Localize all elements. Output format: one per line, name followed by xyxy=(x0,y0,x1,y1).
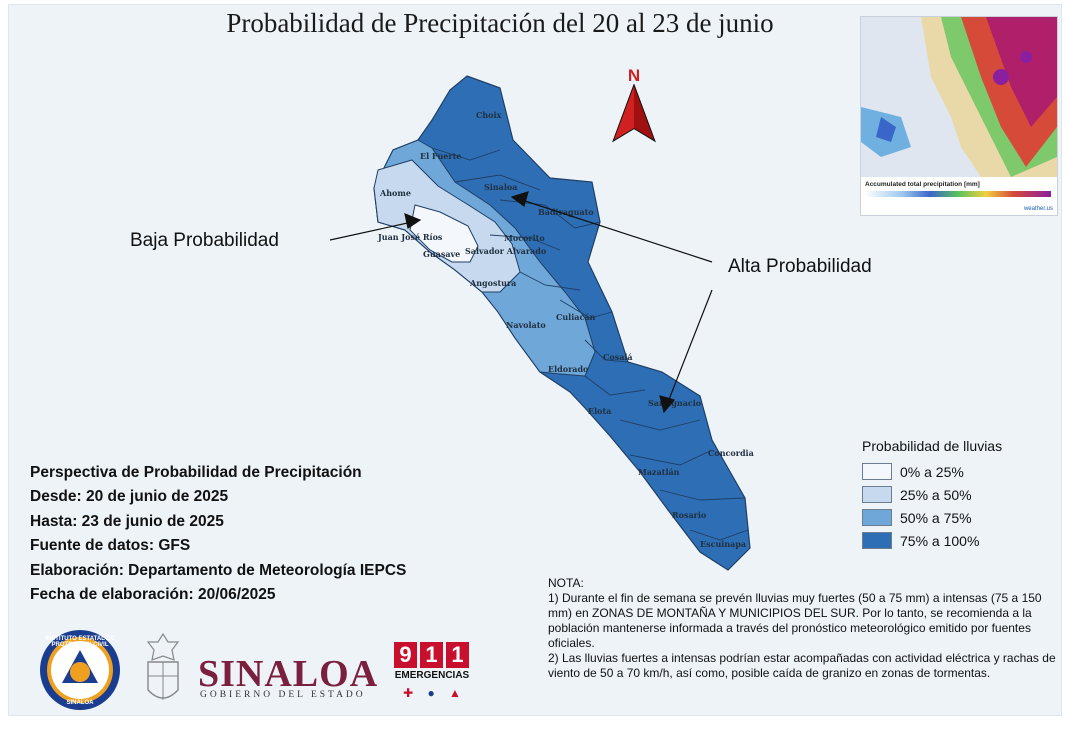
map-label-angostura: Angostura xyxy=(469,278,516,288)
proteccion-civil-logo xyxy=(40,630,120,710)
map-label-cosala: Cosalá xyxy=(603,352,633,362)
pc-logo-bottom-text: SINALOA xyxy=(66,700,94,706)
legend-item: 0% a 25% xyxy=(862,460,1052,483)
info-end-date: Hasta: 23 de junio de 2025 xyxy=(30,512,224,530)
map-label-navolato: Navolato xyxy=(506,320,546,330)
sinaloa-wordmark: SINALOA xyxy=(198,653,379,695)
nota-paragraph-1: 1) Durante el fin de semana se prevén ll… xyxy=(548,591,1042,650)
map-label-choix: Choix xyxy=(476,110,502,120)
nota-heading: NOTA: xyxy=(548,576,584,590)
map-label-elota: Elota xyxy=(588,406,611,416)
map-label-sinaloa: Sinaloa xyxy=(484,182,517,192)
legend-swatch-50-75 xyxy=(862,509,892,526)
north-label: N xyxy=(627,66,641,85)
legend-swatch-0-25 xyxy=(862,463,892,480)
legend: Probabilidad de lluvias 0% a 25% 25% a 5… xyxy=(862,438,1052,552)
map-label-ahome: Ahome xyxy=(379,188,411,198)
forecast-info: Perspectiva de Probabilidad de Precipita… xyxy=(30,461,406,607)
info-start-date: Desde: 20 de junio de 2025 xyxy=(30,488,229,506)
map-title: Probabilidad de Precipitación del 20 al … xyxy=(226,8,774,38)
legend-swatch-25-50 xyxy=(862,486,892,503)
inset-brand: weather.us xyxy=(1023,206,1053,212)
zone-0-25 xyxy=(409,204,479,263)
map-label-badiraguato: Badiraguato xyxy=(538,207,594,217)
precipitation-model-image xyxy=(861,17,1057,177)
inset-caption: Accumulated total precipitation [mm] xyxy=(865,181,980,188)
legend-item: 50% a 75% xyxy=(862,506,1052,529)
map-label-san-ignacio: San Ignacio xyxy=(648,398,702,408)
map-label-culiacan: Culiacán xyxy=(556,312,596,322)
nota-box: NOTA: 1) Durante el fin de semana se pre… xyxy=(548,576,1058,681)
map-label-mazatlan: Mazatlán xyxy=(638,467,680,477)
gobierno-del-estado: GOBIERNO DEL ESTADO xyxy=(200,690,366,700)
map-label-salvador-alvarado: Salvador Alvarado xyxy=(465,246,547,256)
precipitation-model-inset: Accumulated total precipitation [mm] wea… xyxy=(860,16,1058,216)
map-label-escuinapa: Escuinapa xyxy=(700,539,746,549)
legend-item: 75% a 100% xyxy=(862,529,1052,552)
map-label-concordia: Concordia xyxy=(708,448,754,458)
legend-label: 50% a 75% xyxy=(900,509,972,526)
map-label-rosario: Rosario xyxy=(672,510,707,520)
callout-low-probability: Baja Probabilidad xyxy=(130,230,279,251)
map-label-mocorito: Mocorito xyxy=(504,233,545,243)
emergencias-911-logo: 9 1 1 EMERGENCIAS ✚ ● ▲ xyxy=(392,642,472,706)
north-arrow: N xyxy=(608,66,660,146)
map-label-el-fuerte: El Fuerte xyxy=(420,151,461,161)
logos-bar: INSTITUTO ESTATAL DE PROTECCION CIVIL SI… xyxy=(38,626,498,712)
medical-cross-icon: ✚ xyxy=(403,686,414,700)
inset-colorbar xyxy=(865,191,1051,197)
legend-label: 75% a 100% xyxy=(900,532,980,549)
map-label-juan-jose-rios: Juan José Ríos xyxy=(377,232,443,242)
digit-1b: 1 xyxy=(446,642,469,668)
legend-title: Probabilidad de lluvias xyxy=(862,438,1003,454)
pc-logo-top-text: INSTITUTO ESTATAL DE PROTECCION CIVIL xyxy=(45,636,115,648)
digit-9: 9 xyxy=(394,642,417,668)
police-icon: ● xyxy=(427,686,435,700)
callout-arrows xyxy=(329,191,713,414)
info-issue-date: Fecha de elaboración: 20/06/2025 xyxy=(30,585,276,603)
callout-high-probability: Alta Probabilidad xyxy=(728,256,872,277)
legend-label: 0% a 25% xyxy=(900,463,964,480)
info-perspective: Perspectiva de Probabilidad de Precipita… xyxy=(30,464,362,481)
north-arrow-icon xyxy=(612,84,656,143)
digit-1: 1 xyxy=(420,642,443,668)
nota-paragraph-2: 2) Las lluvias fuertes a intensas podría… xyxy=(548,651,1056,680)
legend-label: 25% a 50% xyxy=(900,486,972,503)
fire-icon: ▲ xyxy=(448,686,461,700)
info-data-source: Fuente de datos: GFS xyxy=(30,537,191,555)
legend-item: 25% a 50% xyxy=(862,483,1052,506)
emergency-icons: ✚ ● ▲ xyxy=(396,686,468,700)
state-crest-icon xyxy=(146,632,180,700)
info-author: Elaboración: Departamento de Meteorologí… xyxy=(30,561,407,579)
map-label-guasave: Guasave xyxy=(423,249,460,259)
legend-swatch-75-100 xyxy=(862,532,892,549)
emergencias-label: EMERGENCIAS xyxy=(394,670,470,681)
map-label-eldorado: Eldorado xyxy=(548,364,589,374)
